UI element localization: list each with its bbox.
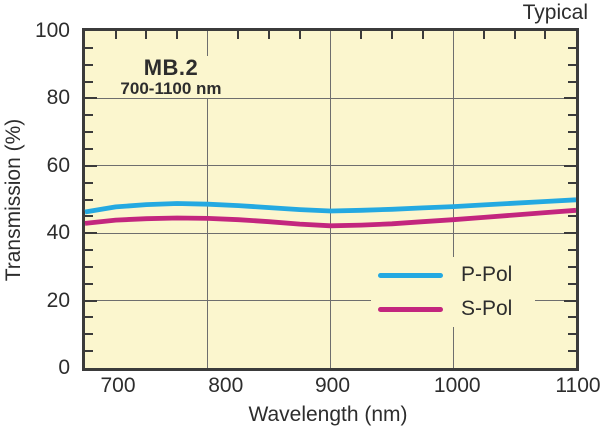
x-tick-label: 1100 [555,374,600,397]
y-minor-tick [85,114,93,117]
y-minor-tick [568,333,576,336]
x-tick-label: 1000 [433,374,481,397]
y-tick-label: 100 [34,19,70,42]
x-minor-tick [145,31,148,39]
legend-swatch-s-pol [378,306,443,312]
y-minor-tick [85,131,93,134]
y-axis-title: Transmission (%) [2,118,25,282]
x-minor-tick [298,31,301,39]
chart-note: Typical [522,1,588,24]
y-minor-tick [85,333,93,336]
plot-area: MB.2 700-1100 nm P-Pol S-Pol [82,28,579,371]
y-gridline [85,97,576,99]
legend-item: S-Pol [371,296,535,322]
legend-label: P-Pol [461,263,513,286]
x-minor-tick [482,31,485,39]
x-tick-label: 800 [208,374,244,397]
y-tick-label: 0 [58,356,70,379]
y-minor-tick [85,147,93,150]
legend-item: P-Pol [371,262,535,288]
y-gridline [85,300,576,302]
x-axis-title: Wavelength (nm) [248,403,408,426]
y-minor-tick [568,46,576,49]
y-major-tick [85,232,97,235]
legend-label: S-Pol [461,297,513,320]
y-minor-tick [85,181,93,184]
x-minor-tick [114,31,117,39]
y-minor-tick [568,181,576,184]
x-tick-label: 900 [314,374,351,397]
y-minor-tick [568,131,576,134]
series-annotation: MB.2 700-1100 nm [100,56,242,98]
y-minor-tick [568,249,576,252]
y-minor-tick [85,249,93,252]
y-minor-tick [85,282,93,285]
y-minor-tick [568,316,576,319]
y-major-tick [564,299,576,302]
y-minor-tick [568,63,576,66]
y-tick-label: 40 [46,221,70,245]
y-tick-label: 20 [46,288,70,312]
legend: P-Pol S-Pol [371,257,535,327]
y-minor-tick [568,80,576,83]
y-major-tick [564,97,576,100]
y-minor-tick [568,265,576,268]
x-minor-tick [176,31,179,39]
y-minor-tick [568,282,576,285]
y-gridline [85,232,576,234]
x-minor-tick [237,31,240,39]
x-tick-label: 700 [100,374,136,397]
y-major-tick [85,97,97,100]
x-minor-tick [421,31,424,39]
y-minor-tick [568,350,576,353]
y-minor-tick [568,114,576,117]
y-minor-tick [85,198,93,201]
x-minor-tick [544,31,547,39]
y-minor-tick [85,63,93,66]
y-major-tick [85,164,97,167]
y-gridline [85,165,576,167]
x-minor-tick [513,31,516,39]
y-minor-tick [568,147,576,150]
x-gridline [330,31,331,368]
y-minor-tick [85,80,93,83]
y-minor-tick [568,198,576,201]
x-minor-tick [268,31,271,39]
y-minor-tick [85,316,93,319]
y-minor-tick [568,215,576,218]
y-minor-tick [85,215,93,218]
x-minor-tick [360,31,363,39]
y-tick-label: 60 [46,153,70,177]
annotation-title: MB.2 [143,55,199,80]
y-major-tick [85,299,97,302]
y-tick-label: 80 [46,86,70,110]
y-major-tick [564,164,576,167]
legend-swatch-p-pol [378,272,443,278]
annotation-subtitle: 700-1100 nm [120,79,222,98]
y-minor-tick [85,46,93,49]
y-major-tick [564,232,576,235]
y-minor-tick [85,350,93,353]
y-minor-tick [85,265,93,268]
x-minor-tick [390,31,393,39]
